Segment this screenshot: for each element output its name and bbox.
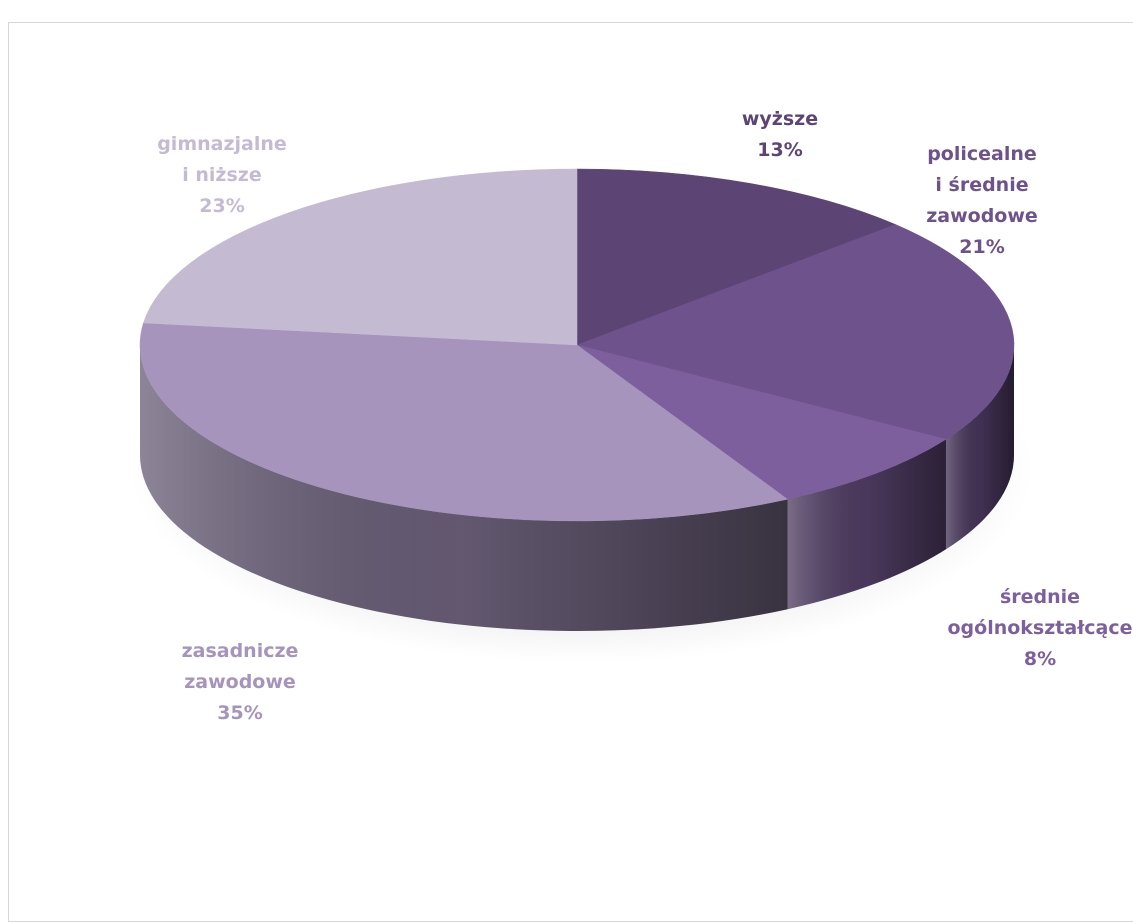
slice-value-1: 21%	[959, 236, 1004, 258]
slice-label-line-4: i niższe	[182, 164, 261, 186]
slice-label-line-2: średnie	[1000, 586, 1080, 608]
pie-slice-2	[576, 344, 947, 500]
pie-side-shade-2	[787, 439, 946, 610]
pie-slice-4	[143, 168, 578, 346]
slice-label-line-3: zawodowe	[184, 671, 296, 693]
slice-label-line-1: i średnie	[935, 174, 1028, 196]
slice-label-1: policealne i średnie zawodowe 21%	[926, 143, 1038, 258]
slice-value-0: 13%	[757, 139, 802, 161]
pie-side-shade-1	[945, 345, 1014, 550]
slice-label-line-4: gimnazjalne	[157, 133, 287, 155]
pie-slice-1	[576, 224, 1015, 440]
slice-label-line-1: zawodowe	[926, 205, 1038, 227]
slice-label-line-0: wyższe	[742, 108, 818, 130]
label-layer: wyższe 13% policealne i średnie zawodowe 21% ś…	[157, 108, 1132, 724]
slice-label-0: wyższe 13%	[742, 108, 818, 161]
slice-value-3: 35%	[217, 702, 262, 724]
pie-slice-0	[576, 168, 897, 346]
slice-value-4: 23%	[199, 195, 244, 217]
slice-label-2: średnie ogólnokształcące 8%	[948, 586, 1133, 670]
pie-chart: wyższe 13% policealne i średnie zawodowe 21% ś…	[130, 108, 1133, 724]
pie-side-shade-3	[140, 345, 788, 631]
slice-label-4: gimnazjalne i niższe 23%	[157, 133, 287, 217]
slice-label-line-2: ogólnokształcące	[948, 617, 1133, 639]
slice-value-2: 8%	[1024, 648, 1056, 670]
slice-label-line-1: policealne	[927, 143, 1037, 165]
slice-label-3: zasadnicze zawodowe 35%	[182, 640, 299, 724]
slice-label-line-3: zasadnicze	[182, 640, 299, 662]
pie-slice-3	[139, 322, 789, 522]
pie-layer	[130, 168, 1034, 663]
